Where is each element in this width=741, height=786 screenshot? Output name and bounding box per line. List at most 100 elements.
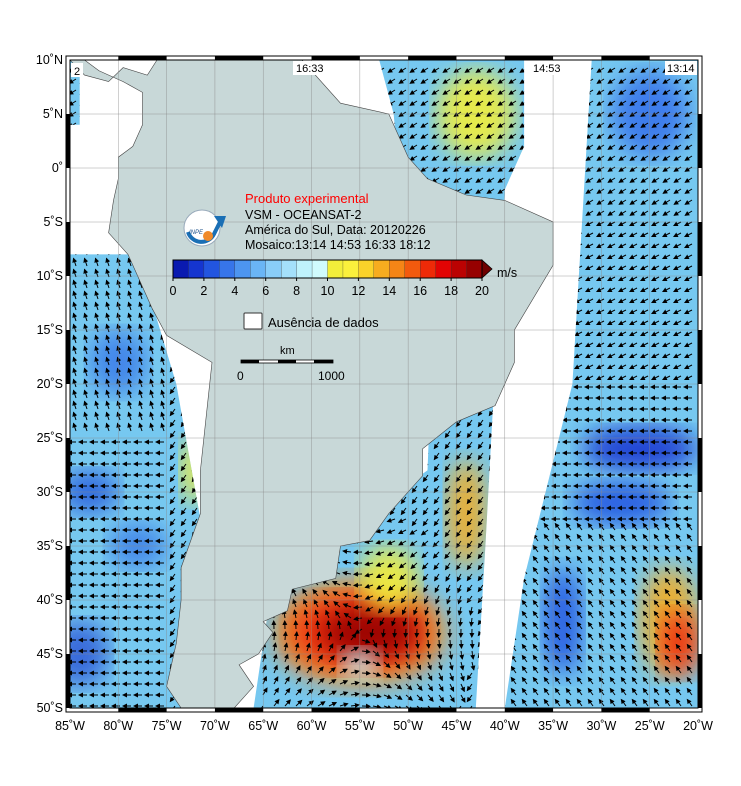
frame-tick: [698, 546, 702, 600]
colorbar-segment: [204, 260, 220, 278]
lat-label: 35˚S: [37, 539, 63, 553]
colorbar-tick-label: 18: [444, 284, 458, 298]
lon-label: 45˚W: [442, 719, 472, 733]
wind-speed-patch: [543, 568, 582, 676]
sensor-title: VSM - OCEANSAT-2: [245, 208, 362, 222]
lon-label: 85˚W: [55, 719, 85, 733]
colorbar-unit: m/s: [497, 266, 517, 280]
wind-arrow: [406, 629, 407, 637]
frame-tick: [312, 56, 360, 60]
colorbar-tick-label: 12: [351, 284, 365, 298]
lon-label: 30˚W: [586, 719, 616, 733]
colorbar-tick-label: 14: [382, 284, 396, 298]
colorbar-tick-label: 16: [413, 284, 427, 298]
no-data-swatch: [244, 313, 262, 329]
mosaic-times: Mosaico:13:14 14:53 16:33 18:12: [245, 238, 431, 252]
lon-label: 35˚W: [538, 719, 568, 733]
svg-text:INPE: INPE: [189, 230, 204, 236]
colorbar-tick-label: 0: [170, 284, 177, 298]
colorbar-segment: [343, 260, 359, 278]
colorbar-tick-label: 4: [231, 284, 238, 298]
subtitle: Produto experimental: [245, 191, 369, 206]
lon-label: 65˚W: [248, 719, 278, 733]
colorbar-tick-label: 6: [262, 284, 269, 298]
lat-label: 25˚S: [37, 431, 63, 445]
lat-label: 40˚S: [37, 593, 63, 607]
frame-tick: [505, 56, 553, 60]
swath-label-1453: 14:53: [533, 63, 561, 75]
scale-start: 0: [237, 369, 244, 383]
wind-arrow: [317, 621, 318, 629]
frame-tick: [215, 56, 263, 60]
frame-tick: [312, 708, 360, 712]
wind-speed-patch: [447, 460, 486, 568]
colorbar-segment: [281, 260, 297, 278]
scale-end: 1000: [318, 369, 345, 383]
frame-tick: [66, 546, 70, 600]
colorbar-segment: [420, 260, 436, 278]
lat-label: 45˚S: [37, 647, 63, 661]
lat-label: 5˚S: [44, 215, 63, 229]
lat-label: 50˚S: [37, 701, 63, 715]
frame-tick: [408, 56, 456, 60]
frame-tick: [698, 438, 702, 492]
wind-arrow: [450, 640, 451, 648]
colorbar-segment: [374, 260, 390, 278]
wind-arrow: [461, 640, 462, 648]
frame-tick: [118, 708, 166, 712]
colorbar-segment: [312, 260, 328, 278]
lon-label: 75˚W: [152, 719, 182, 733]
lat-label: 10˚N: [36, 53, 63, 67]
lat-label: 10˚S: [37, 269, 63, 283]
wind-arrow: [307, 621, 308, 629]
swath-label-1812: 2: [74, 66, 80, 78]
lon-label: 70˚W: [200, 719, 230, 733]
wind-arrow: [354, 596, 362, 597]
frame-tick: [66, 330, 70, 384]
frame-tick: [118, 56, 166, 60]
wind-arrow: [394, 629, 395, 637]
frame-tick: [66, 438, 70, 492]
frame-tick: [66, 114, 70, 168]
lat-label: 15˚S: [37, 323, 63, 337]
frame-tick: [698, 654, 702, 708]
colorbar-segment: [235, 260, 251, 278]
lon-label: 60˚W: [297, 719, 327, 733]
lat-label: 0˚: [52, 161, 63, 175]
lon-label: 25˚W: [635, 719, 665, 733]
colorbar-segment: [250, 260, 266, 278]
swath-label-1314: 13:14: [667, 63, 695, 75]
swath-label-1633: 16:33: [296, 63, 324, 75]
colorbar-segment: [219, 260, 235, 278]
region-date: América do Sul, Data: 20120226: [245, 223, 426, 237]
colorbar-segment: [436, 260, 452, 278]
wind-arrow: [362, 673, 370, 674]
frame-tick: [66, 654, 70, 708]
wind-arrow: [274, 632, 275, 640]
wind-speed-patch: [659, 611, 698, 676]
colorbar-tick-label: 10: [321, 284, 335, 298]
colorbar-tick-label: 8: [293, 284, 300, 298]
lon-label: 55˚W: [345, 719, 375, 733]
colorbar-segment: [188, 260, 204, 278]
colorbar-tick-label: 20: [475, 284, 489, 298]
lon-label: 40˚W: [490, 719, 520, 733]
frame-tick: [698, 330, 702, 384]
lon-label: 50˚W: [393, 719, 423, 733]
lat-label: 20˚S: [37, 377, 63, 391]
wind-arrow: [362, 662, 370, 663]
frame-tick: [215, 708, 263, 712]
colorbar-segment: [405, 260, 421, 278]
colorbar-segment: [389, 260, 405, 278]
colorbar-segment: [266, 260, 282, 278]
lon-label: 20˚W: [683, 719, 713, 733]
lat-label: 30˚S: [37, 485, 63, 499]
frame-tick: [698, 222, 702, 276]
frame-tick: [505, 708, 553, 712]
wind-arrow: [285, 632, 286, 640]
frame-tick: [408, 708, 456, 712]
wind-arrow: [439, 640, 440, 648]
colorbar-segment: [328, 260, 344, 278]
lon-label: 80˚W: [103, 719, 133, 733]
